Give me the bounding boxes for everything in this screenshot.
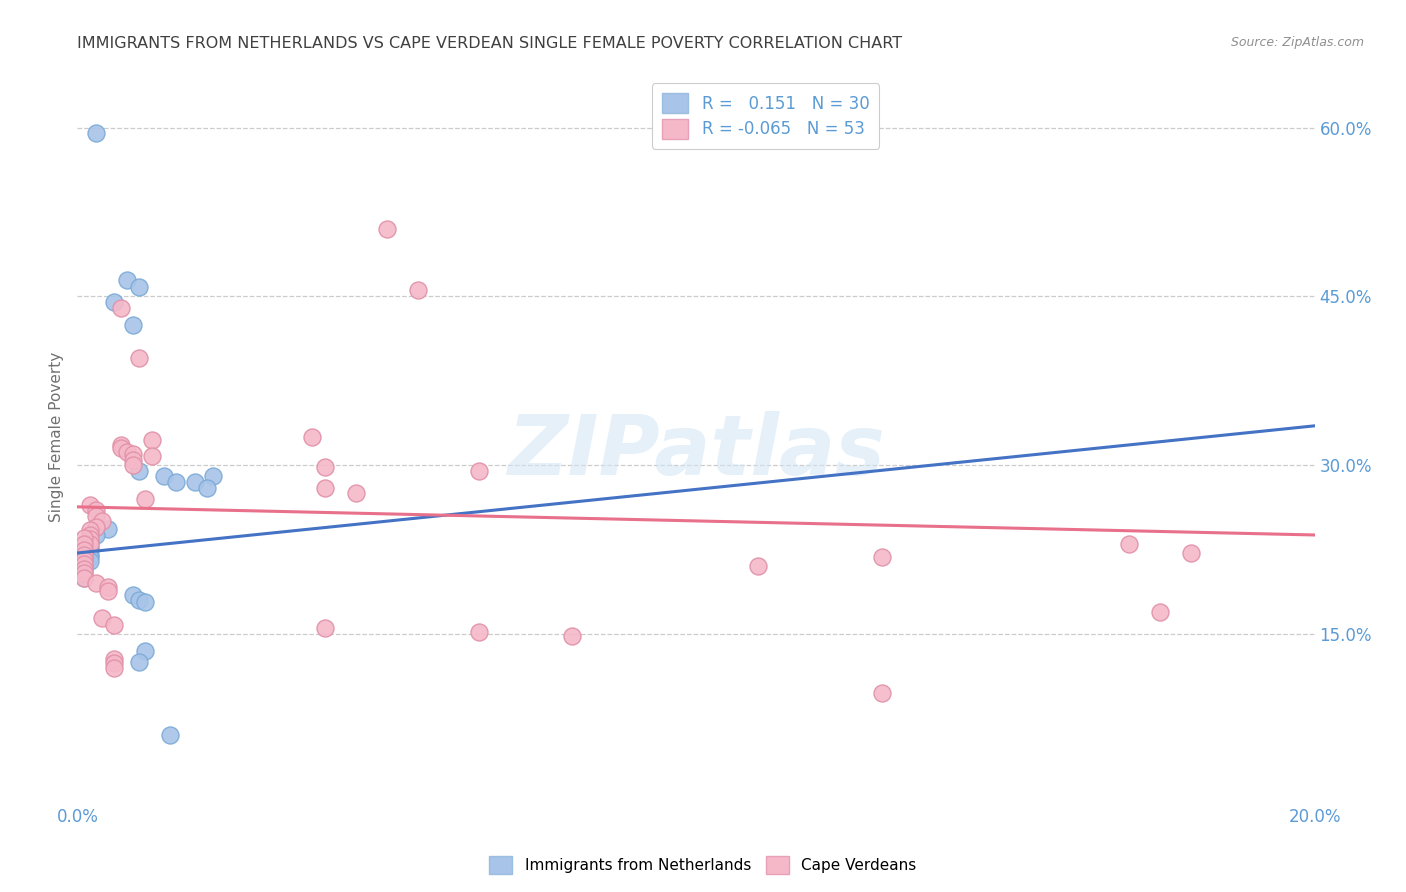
Point (122, 458, 145, 473)
Point (79, 528, 101, 542)
Point (79, 534, 101, 549)
Point (1118, 537, 1140, 551)
Point (79, 498, 101, 512)
Point (72, 571, 94, 585)
Point (468, 624, 491, 639)
Point (103, 618, 125, 632)
Point (870, 685, 893, 699)
Point (72, 542, 94, 557)
Point (91, 611, 114, 625)
Point (79, 524, 101, 538)
Point (128, 280, 150, 294)
Point (134, 644, 156, 658)
Legend: R =   0.151   N = 30, R = -0.065   N = 53: R = 0.151 N = 30, R = -0.065 N = 53 (651, 83, 879, 148)
Point (195, 481, 218, 495)
Point (202, 469, 225, 483)
Point (110, 438, 132, 452)
Point (103, 652, 125, 666)
Point (141, 434, 163, 448)
Point (72, 546, 94, 560)
Point (79, 554, 101, 568)
Point (134, 491, 156, 506)
Text: Source: ZipAtlas.com: Source: ZipAtlas.com (1230, 36, 1364, 49)
Point (141, 449, 163, 463)
Point (72, 553, 94, 567)
Point (314, 481, 336, 495)
Point (72, 532, 94, 546)
Point (561, 629, 583, 643)
Point (79, 541, 101, 555)
Point (1180, 546, 1202, 560)
Point (84, 528, 107, 542)
Point (406, 283, 429, 297)
Legend: Immigrants from Netherlands, Cape Verdeans: Immigrants from Netherlands, Cape Verdea… (484, 850, 922, 880)
Point (72, 558, 94, 572)
Point (184, 475, 207, 489)
Point (128, 593, 150, 607)
Point (128, 351, 150, 366)
Point (110, 301, 132, 315)
Point (122, 588, 145, 602)
Point (72, 551, 94, 566)
Point (103, 295, 125, 310)
Point (72, 566, 94, 581)
Point (122, 318, 145, 332)
Point (97, 580, 120, 594)
Point (468, 464, 491, 478)
Point (1149, 605, 1171, 619)
Point (72, 571, 94, 585)
Point (115, 272, 138, 286)
Point (110, 442, 132, 456)
Point (103, 661, 125, 675)
Point (97, 522, 120, 536)
Point (79, 548, 101, 562)
Point (79, 537, 101, 551)
Point (84, 520, 107, 534)
Point (84, 508, 107, 523)
Point (314, 460, 336, 475)
Point (128, 655, 150, 669)
Point (301, 430, 323, 444)
Point (870, 550, 893, 565)
Point (72, 548, 94, 562)
Point (72, 562, 94, 576)
Point (84, 576, 107, 591)
Point (159, 728, 181, 742)
Point (165, 475, 187, 489)
Point (747, 559, 769, 574)
Point (79, 550, 101, 565)
Point (314, 621, 336, 635)
Point (91, 515, 114, 529)
Point (153, 469, 176, 483)
Point (72, 565, 94, 579)
Point (134, 595, 156, 609)
Y-axis label: Single Female Poverty: Single Female Poverty (49, 352, 65, 522)
Point (84, 126, 107, 140)
Point (72, 537, 94, 551)
Point (84, 503, 107, 517)
Point (122, 447, 145, 461)
Text: IMMIGRANTS FROM NETHERLANDS VS CAPE VERDEAN SINGLE FEMALE POVERTY CORRELATION CH: IMMIGRANTS FROM NETHERLANDS VS CAPE VERD… (77, 36, 903, 51)
Point (97, 584, 120, 599)
Point (375, 222, 398, 236)
Point (103, 657, 125, 671)
Point (79, 542, 101, 557)
Point (79, 533, 101, 547)
Text: ZIPatlas: ZIPatlas (508, 411, 884, 492)
Point (128, 464, 150, 478)
Point (344, 486, 367, 500)
Point (72, 559, 94, 574)
Point (115, 444, 138, 458)
Point (122, 452, 145, 467)
